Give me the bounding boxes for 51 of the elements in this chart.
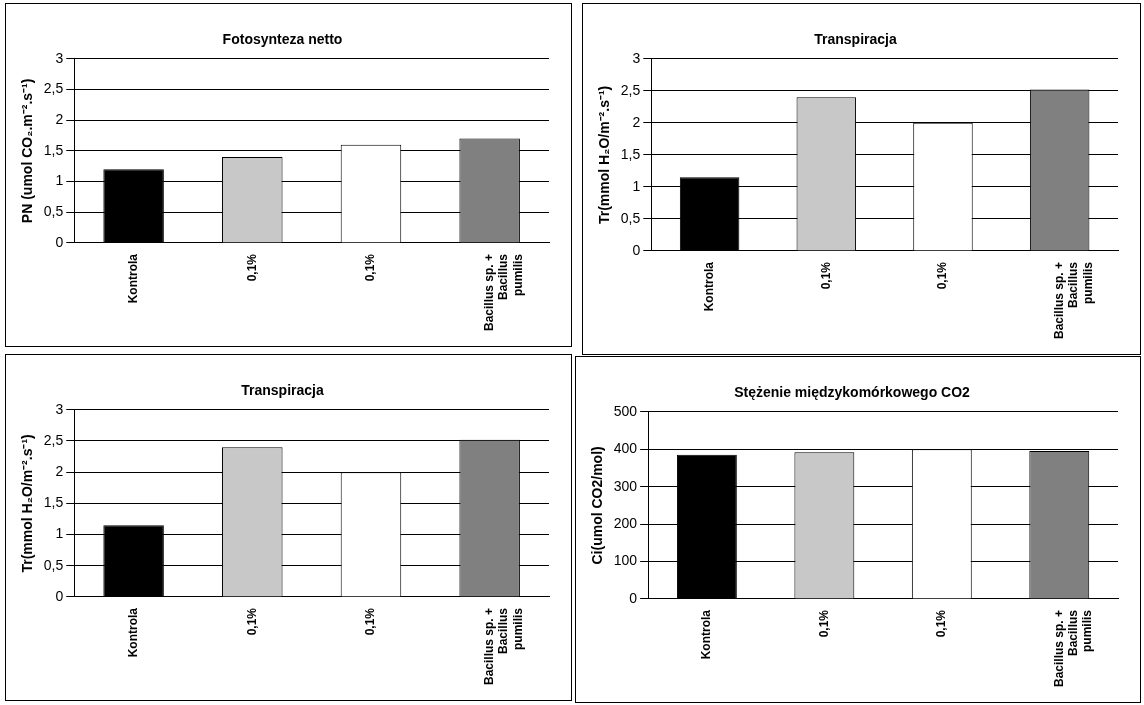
x-tick-label: 0,1% xyxy=(244,607,259,636)
chart-title: Transpiracja xyxy=(814,31,897,48)
y-tick-label: 1,5 xyxy=(620,145,641,162)
x-tick-label: Bacillus sp. + Bacillus pumilis xyxy=(1051,261,1095,340)
y-tick-label: 2 xyxy=(632,113,641,130)
y-tick-label: 0,5 xyxy=(43,556,64,573)
x-tick-label: 0,1% xyxy=(818,261,833,290)
x-tick-label: Bacillus sp. + Bacillus pumilis xyxy=(1051,609,1095,688)
y-tick-label: 400 xyxy=(613,440,638,457)
y-axis-title: Tr(mmol H₂O/m⁻².s⁻¹) xyxy=(19,434,36,573)
y-axis-title: Tr(mmol H₂O/m⁻².s⁻¹) xyxy=(596,85,613,225)
y-tick-label: 3 xyxy=(632,49,641,66)
chart-title: Fotosynteza netto xyxy=(222,31,343,48)
x-tick-label: 0,1% xyxy=(363,253,378,282)
chart-title: Stężenie międzykomórkowego CO2 xyxy=(734,384,971,401)
y-tick-label: 1 xyxy=(55,525,64,542)
x-tick-label: 0,1% xyxy=(934,609,949,638)
y-tick-label: 2,5 xyxy=(43,80,64,97)
x-tick-label: 0,1% xyxy=(816,609,831,638)
y-tick-label: 200 xyxy=(613,514,638,531)
x-tick-label: Kontrola xyxy=(699,609,714,660)
y-tick-label: 100 xyxy=(613,552,638,569)
y-tick-label: 2 xyxy=(55,111,64,128)
x-tick-label: Bacillus sp. + Bacillus pumilis xyxy=(481,607,525,686)
y-tick-label: 1,5 xyxy=(43,141,64,158)
x-tick-label: Bacillus sp. + Bacillus pumilis xyxy=(481,253,525,332)
y-tick-label: 1,5 xyxy=(43,494,64,511)
y-axis-title: PN (umol CO₂.m⁻².s⁻¹) xyxy=(19,78,36,224)
y-tick-label: 0 xyxy=(55,587,64,604)
y-tick-label: 0 xyxy=(629,589,638,606)
y-tick-label: 0,5 xyxy=(43,203,64,220)
x-tick-label: Kontrola xyxy=(125,607,140,658)
y-tick-label: 2,5 xyxy=(620,81,641,98)
y-tick-label: 2,5 xyxy=(43,431,64,448)
y-tick-label: 3 xyxy=(55,400,64,417)
y-tick-label: 500 xyxy=(613,402,638,419)
x-tick-label: Kontrola xyxy=(701,261,716,312)
y-axis-title: Ci(umol CO2/mol) xyxy=(589,446,606,565)
y-tick-label: 3 xyxy=(55,49,64,66)
x-tick-label: Kontrola xyxy=(125,253,140,304)
y-tick-label: 300 xyxy=(613,477,638,494)
y-tick-label: 1 xyxy=(55,172,64,189)
x-tick-label: 0,1% xyxy=(244,253,259,282)
y-tick-label: 0 xyxy=(55,233,64,250)
y-tick-label: 1 xyxy=(632,177,641,194)
x-tick-label: 0,1% xyxy=(363,607,378,636)
y-tick-label: 2 xyxy=(55,463,64,480)
chart-title: Transpiracja xyxy=(241,382,324,399)
x-tick-label: 0,1% xyxy=(935,261,950,290)
y-tick-label: 0 xyxy=(632,241,641,258)
y-tick-label: 0,5 xyxy=(620,209,641,226)
